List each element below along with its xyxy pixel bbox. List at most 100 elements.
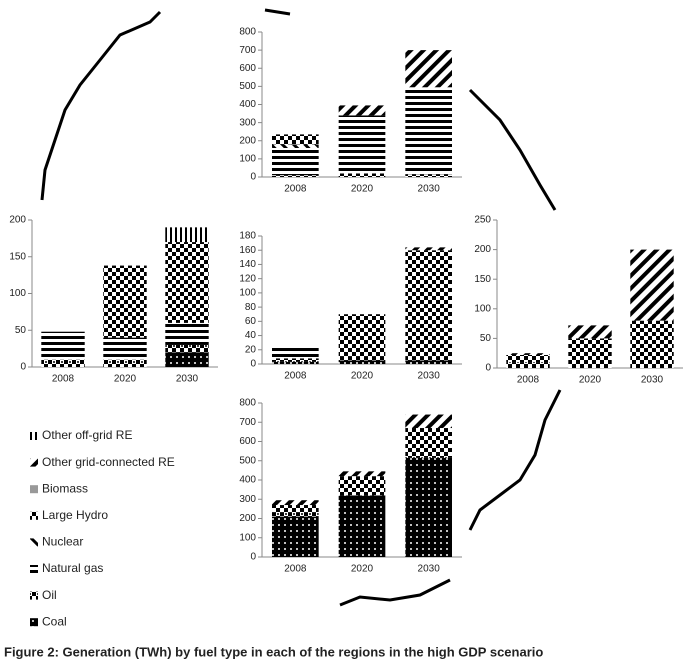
- y-tick-label: 0: [250, 172, 256, 183]
- y-tick-label: 150: [474, 274, 491, 285]
- bar-segment: [338, 173, 386, 177]
- x-tick-label: 2030: [418, 564, 441, 575]
- legend-label: Biomass: [42, 481, 88, 495]
- y-tick-label: 100: [239, 532, 256, 543]
- legend-label: Other grid-connected RE: [42, 455, 175, 469]
- y-tick-label: 100: [9, 288, 26, 299]
- bar-segment: [405, 414, 452, 429]
- bar-segment: [405, 428, 452, 454]
- bar-segment: [405, 356, 452, 361]
- bar-segment: [272, 512, 319, 517]
- bar-segment: [405, 250, 452, 357]
- bar-segment: [272, 175, 319, 177]
- bar-segment: [568, 325, 612, 339]
- y-tick-label: 600: [239, 63, 256, 74]
- legend-label: Other off-grid RE: [42, 428, 132, 442]
- y-tick-label: 150: [9, 251, 26, 262]
- bar-segment: [405, 457, 452, 557]
- bar-segment: [41, 331, 85, 360]
- y-tick-label: 160: [239, 245, 256, 256]
- legend-swatch: [30, 538, 38, 547]
- bar-segment: [272, 505, 319, 513]
- bar-segment: [103, 337, 147, 360]
- bar-segment: [103, 359, 147, 367]
- y-tick-label: 50: [15, 325, 27, 336]
- y-tick-label: 800: [239, 27, 256, 38]
- y-tick-label: 500: [239, 81, 256, 92]
- legend-swatch: [30, 485, 38, 494]
- y-tick-label: 140: [239, 259, 256, 270]
- bar-segment: [338, 314, 386, 357]
- y-tick-label: 500: [239, 455, 256, 466]
- bar-segment: [630, 320, 674, 368]
- bar-segment: [506, 362, 550, 368]
- x-tick-label: 2008: [284, 371, 307, 382]
- y-tick-label: 0: [250, 359, 256, 370]
- x-tick-label: 2030: [641, 375, 664, 386]
- y-tick-label: 800: [239, 398, 256, 409]
- map-outline: [40, 8, 562, 607]
- x-tick-label: 2020: [579, 375, 602, 386]
- y-tick-label: 40: [245, 330, 257, 341]
- bar-segment: [405, 174, 452, 177]
- bar-segment: [630, 249, 674, 321]
- legend-swatch: [30, 565, 38, 573]
- y-tick-label: 300: [239, 494, 256, 505]
- y-tick-label: 0: [485, 363, 491, 374]
- legend-swatch: [30, 618, 38, 627]
- bar-segment: [272, 144, 319, 148]
- y-tick-label: 0: [250, 552, 256, 563]
- bar-segment: [506, 354, 550, 363]
- bar-segment: [568, 338, 612, 368]
- y-tick-label: 100: [239, 154, 256, 165]
- legend-label: Large Hydro: [42, 508, 108, 522]
- bar-segment: [405, 453, 452, 458]
- x-tick-label: 2030: [176, 374, 199, 385]
- x-tick-label: 2008: [517, 375, 540, 386]
- bar-segment: [103, 265, 147, 338]
- y-tick-label: 200: [9, 215, 26, 226]
- bar-segment: [338, 491, 386, 496]
- y-tick-label: 400: [239, 475, 256, 486]
- bar-segment: [405, 360, 452, 364]
- legend-swatch: [30, 432, 38, 440]
- bar-segment: [338, 115, 386, 174]
- y-tick-label: 180: [239, 231, 256, 242]
- y-tick-label: 600: [239, 436, 256, 447]
- y-tick-label: 60: [245, 316, 257, 327]
- legend-label: Coal: [42, 614, 67, 628]
- legend-label: Oil: [42, 588, 57, 602]
- bar-segment: [405, 247, 452, 251]
- bar-segment: [338, 360, 386, 364]
- x-tick-label: 2030: [418, 184, 441, 195]
- legend-label: Natural gas: [42, 561, 103, 575]
- bar-segment: [405, 50, 452, 88]
- bar-segment: [165, 227, 209, 243]
- bar-segment: [272, 134, 319, 145]
- y-tick-label: 100: [474, 303, 491, 314]
- y-tick-label: 20: [245, 344, 257, 355]
- bar-segment: [506, 353, 550, 355]
- y-tick-label: 300: [239, 117, 256, 128]
- legend-swatch: [30, 591, 38, 600]
- y-tick-label: 200: [239, 513, 256, 524]
- legend-swatch: [30, 511, 38, 520]
- y-tick-label: 700: [239, 45, 256, 56]
- y-tick-label: 700: [239, 417, 256, 428]
- y-tick-label: 100: [239, 288, 256, 299]
- bar-segment: [165, 344, 209, 353]
- bar-segment: [338, 356, 386, 361]
- bar-segment: [338, 495, 386, 557]
- bar-segment: [272, 500, 319, 506]
- bar-segment: [165, 352, 209, 367]
- x-tick-label: 2008: [52, 374, 75, 385]
- x-tick-label: 2030: [418, 371, 441, 382]
- x-tick-label: 2008: [284, 564, 307, 575]
- y-tick-label: 50: [480, 333, 492, 344]
- x-tick-label: 2008: [284, 184, 307, 195]
- bar-segment: [272, 358, 319, 362]
- bar-segment: [272, 516, 319, 557]
- x-tick-label: 2020: [351, 184, 374, 195]
- legend-swatch: [30, 458, 38, 467]
- bar-segment: [272, 361, 319, 364]
